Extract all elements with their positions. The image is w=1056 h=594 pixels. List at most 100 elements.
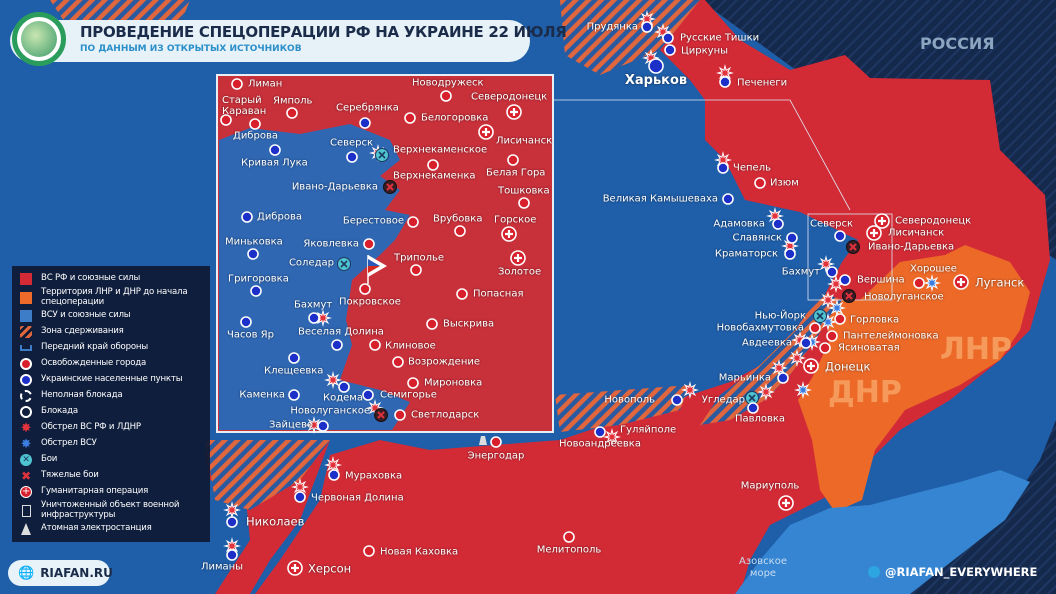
legend-label: Гуманитарная операция (41, 486, 149, 497)
place-label: Григоровка (228, 273, 289, 285)
nuclear-plant-icon (479, 436, 487, 445)
place-label: Веселая Долина (298, 326, 384, 338)
place-label: Донецк (825, 359, 871, 374)
place-label: Тошковка (498, 185, 550, 197)
liberated-marker-icon (809, 322, 821, 334)
shelling-ru-icon (314, 309, 332, 327)
containment-zone (555, 385, 690, 432)
globe-icon: 🌐 (18, 565, 35, 581)
place-label: Берестовое (342, 215, 404, 227)
inset-map (216, 74, 554, 433)
telegram-handle: @RIAFAN_EVERYWHERE (885, 565, 1038, 579)
place-label: Яковлевка (303, 238, 359, 250)
ua-marker-icon (269, 144, 281, 156)
shelling-ru-icon (681, 381, 699, 399)
ua-marker-icon (717, 162, 729, 174)
legend-label: Обстрел ВСУ (41, 438, 97, 449)
liberated-marker-icon (456, 288, 468, 300)
place-label: Николаев (246, 514, 305, 529)
place-label: Новолуганское (290, 405, 370, 417)
place-label: Вершина (857, 274, 905, 286)
humanitarian-marker-icon (778, 495, 794, 511)
heavy-marker-icon (374, 408, 388, 422)
fight-marker-icon (375, 148, 389, 162)
shelling-ru-icon (324, 371, 342, 389)
place-label: Миньковка (225, 236, 283, 248)
place-label: Хорошее (910, 263, 957, 275)
region-label-lnr: ЛНР (940, 332, 1013, 367)
ua-marker-icon (834, 230, 846, 242)
ua-marker-icon (772, 218, 784, 230)
ua-marker-icon (294, 491, 306, 503)
legend-label: ВС РФ и союзные силы (41, 273, 141, 284)
place-label: Ясиноватая (838, 342, 900, 354)
place-label: Авдеевка (741, 337, 792, 349)
legend-item-fight: ✕ Бои (19, 452, 203, 468)
hatch-icon (19, 325, 33, 339)
telegram-link[interactable]: @RIAFAN_EVERYWHERE (868, 565, 1037, 579)
liberated-marker-icon (394, 409, 406, 421)
ua-marker-icon (747, 402, 759, 414)
ua-marker-icon (671, 394, 683, 406)
place-label: Белогоровка (421, 112, 489, 124)
sea-label-line2: море (749, 568, 777, 579)
heavy-marker-icon (846, 240, 860, 254)
heavy-marker-icon (842, 289, 856, 303)
liberated-marker-icon (754, 177, 766, 189)
destroyed-icon (19, 504, 33, 518)
liberated-marker-icon (220, 114, 232, 126)
place-label: Новоандреевка (559, 438, 641, 450)
liberated-marker-icon (440, 90, 452, 102)
place-label: Старый Караван (222, 95, 267, 117)
legend-label: Освобожденные города (41, 358, 147, 369)
site-link[interactable]: 🌐 RIAFAN.RU (8, 560, 113, 586)
ua-marker-icon (719, 76, 731, 88)
place-label: Мураховка (345, 470, 403, 482)
ua-marker-icon (784, 248, 796, 260)
legend-label: Украинские населенные пункты (41, 374, 183, 385)
place-label: Северодонецк (471, 91, 548, 103)
shelling-ru-icon: ✸ (20, 420, 32, 436)
russian-flag-icon (367, 255, 387, 284)
liberated-marker-icon (249, 118, 261, 130)
place-label: Мелитополь (536, 544, 602, 556)
place-label: Золотое (498, 266, 542, 278)
place-label: Зайцево (268, 419, 313, 431)
ua-marker-icon (722, 193, 734, 205)
liberated-marker-icon (427, 159, 439, 171)
legend-item-front-line: Передний край обороны (19, 340, 203, 356)
place-label: Триполье (394, 252, 445, 264)
place-label: Соледар (288, 257, 334, 269)
place-label: Ивано-Дарьевка (291, 181, 378, 193)
containment-zone (700, 292, 842, 425)
place-label: Северск (330, 137, 374, 149)
logo (12, 12, 66, 66)
place-label: Мироновка (424, 377, 483, 389)
place-label: Новолуганское (864, 291, 944, 303)
place-label: Возрождение (408, 356, 481, 368)
ua-marker-icon (240, 316, 252, 328)
ua-marker-icon (359, 117, 371, 129)
ua-marker-icon (247, 248, 259, 260)
heavy-fight-icon: ✖ (21, 469, 31, 483)
sea-label-line1: Азовское (739, 556, 787, 567)
title-bar (10, 20, 530, 62)
place-label: Новая Каховка (380, 546, 459, 558)
shelling-ru-icon (305, 416, 323, 434)
liberated-marker-icon (563, 531, 575, 543)
blue-dot-icon (19, 373, 33, 387)
containment-zone (560, 0, 700, 75)
site-link-label: RIAFAN.RU (40, 566, 113, 580)
legend-label: Бои (41, 454, 58, 465)
ua-marker-icon (226, 516, 238, 528)
liberated-marker-icon (490, 436, 502, 448)
shelling-ru-icon (223, 501, 241, 519)
humanitarian-marker-icon (501, 226, 517, 242)
humanitarian-marker-icon (478, 124, 494, 140)
legend-item-nuclear: Атомная электростанция (19, 521, 203, 537)
place-label: Мариуполь (740, 480, 800, 492)
liberated-marker-icon (404, 112, 416, 124)
legend-item-red-square: ВС РФ и союзные силы (19, 271, 203, 287)
place-label: Новополь (604, 394, 655, 406)
legend-label: Передний край обороны (41, 342, 148, 353)
